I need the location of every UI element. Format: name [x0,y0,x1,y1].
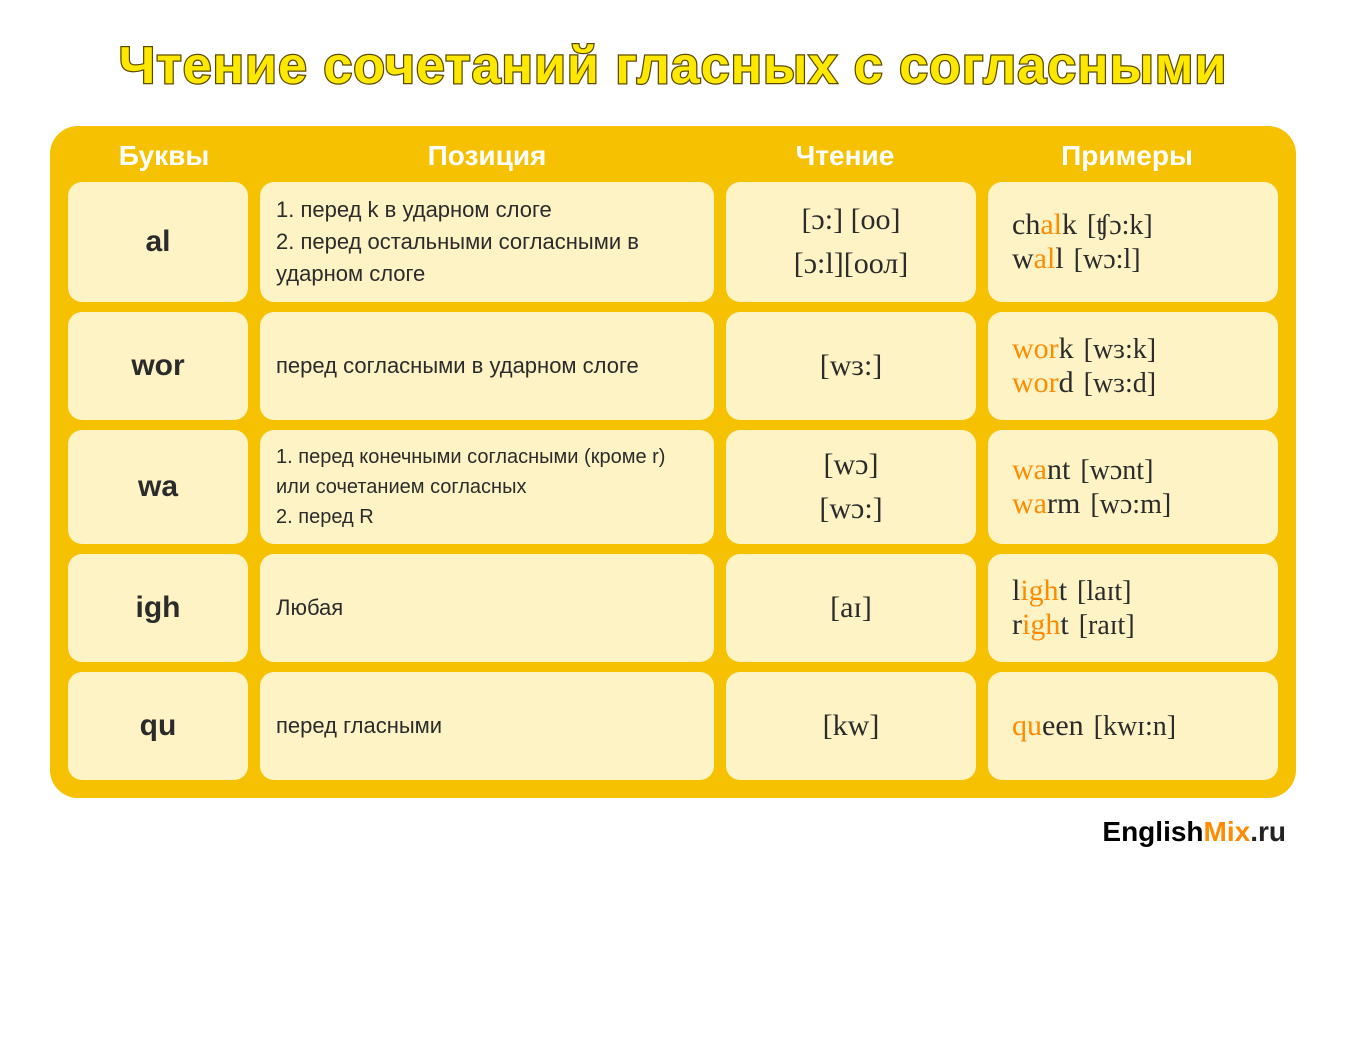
cell-examples: work[wɜ:k]word[wɜ:d] [988,312,1278,420]
table-row: ighЛюбая[aɪ]light[laɪt]right[raɪt] [68,554,1278,662]
cell-reading: [aɪ] [726,554,976,662]
cell-position: Любая [260,554,714,662]
cell-reading: [wɔ][wɔ:] [726,430,976,544]
cell-reading: [wɜ:] [726,312,976,420]
cell-position: 1. перед k в ударном слоге2. перед остал… [260,182,714,302]
cell-examples: light[laɪt]right[raɪt] [988,554,1278,662]
cell-letters: qu [68,672,248,780]
table-row: quперед гласными[kw]queen[kwɪ:n] [68,672,1278,780]
header-row: Буквы Позиция Чтение Примеры [68,126,1278,182]
table-body: al1. перед k в ударном слоге2. перед ост… [68,182,1278,780]
cell-position: перед согласными в ударном слоге [260,312,714,420]
header-reading: Чтение [720,140,970,172]
cell-position: перед гласными [260,672,714,780]
footer-suffix: .ru [1250,816,1286,847]
table-row: wa1. перед конечными согласными (кроме r… [68,430,1278,544]
cell-examples: queen[kwɪ:n] [988,672,1278,780]
header-letters: Буквы [74,140,254,172]
cell-reading: [ɔ:] [оо][ɔ:l][оол] [726,182,976,302]
cell-examples: want[wɔnt]warm[wɔ:m] [988,430,1278,544]
cell-letters: igh [68,554,248,662]
footer-mix: Mix [1204,816,1251,847]
header-position: Позиция [266,140,708,172]
footer-credit: EnglishMix.ru [0,816,1286,848]
table-row: worперед согласными в ударном слоге[wɜ:]… [68,312,1278,420]
cell-position: 1. перед конечными согласными (кроме r) … [260,430,714,544]
footer-english: English [1102,816,1203,847]
cell-examples: chalk[ʧɔ:k]wall[wɔ:l] [988,182,1278,302]
page-title: Чтение сочетаний гласных с согласными [30,36,1316,96]
cell-letters: wor [68,312,248,420]
header-examples: Примеры [982,140,1272,172]
table-board: Буквы Позиция Чтение Примеры al1. перед … [50,126,1296,798]
cell-reading: [kw] [726,672,976,780]
cell-letters: al [68,182,248,302]
table-row: al1. перед k в ударном слоге2. перед ост… [68,182,1278,302]
cell-letters: wa [68,430,248,544]
